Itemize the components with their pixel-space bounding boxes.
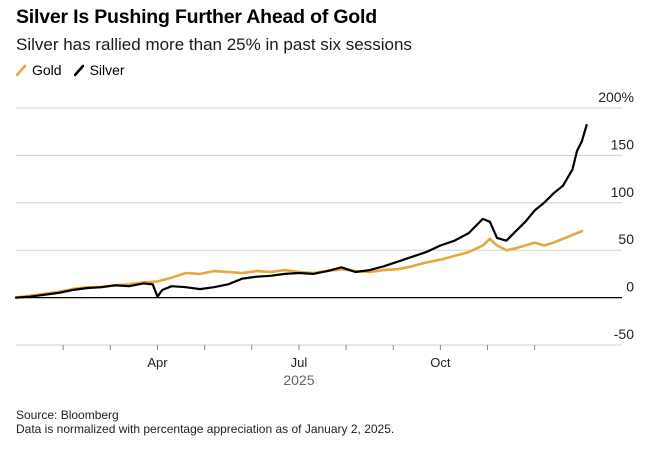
chart-footer: Source: Bloomberg Data is normalized wit… bbox=[16, 408, 394, 436]
legend-swatch-silver bbox=[73, 63, 84, 77]
series-line-silver bbox=[14, 124, 588, 299]
y-tick-label: 50 bbox=[618, 231, 634, 247]
y-tick-label: -50 bbox=[614, 326, 634, 342]
y-tick-label: 0 bbox=[626, 279, 634, 295]
legend-label-gold: Gold bbox=[32, 62, 62, 78]
legend-item-silver: Silver bbox=[73, 62, 125, 78]
legend-swatch-gold bbox=[16, 63, 26, 77]
legend: Gold Silver bbox=[16, 62, 137, 78]
y-tick-label: 200% bbox=[598, 89, 634, 105]
x-tick-label: Apr bbox=[147, 355, 168, 370]
y-tick-label: 100 bbox=[611, 184, 635, 200]
source-note: Source: Bloomberg bbox=[16, 408, 119, 422]
chart-subtitle: Silver has rallied more than 25% in past… bbox=[16, 35, 412, 54]
normalization-note: Data is normalized with percentage appre… bbox=[16, 422, 395, 436]
legend-item-gold: Gold bbox=[16, 62, 62, 78]
x-tick-label: Jul bbox=[291, 355, 308, 370]
y-tick-label: 150 bbox=[611, 136, 635, 152]
chart-title: Silver Is Pushing Further Ahead of Gold bbox=[16, 6, 377, 28]
legend-label-silver: Silver bbox=[89, 62, 125, 78]
x-axis-label: 2025 bbox=[283, 372, 314, 388]
x-tick-label: Oct bbox=[430, 355, 451, 370]
